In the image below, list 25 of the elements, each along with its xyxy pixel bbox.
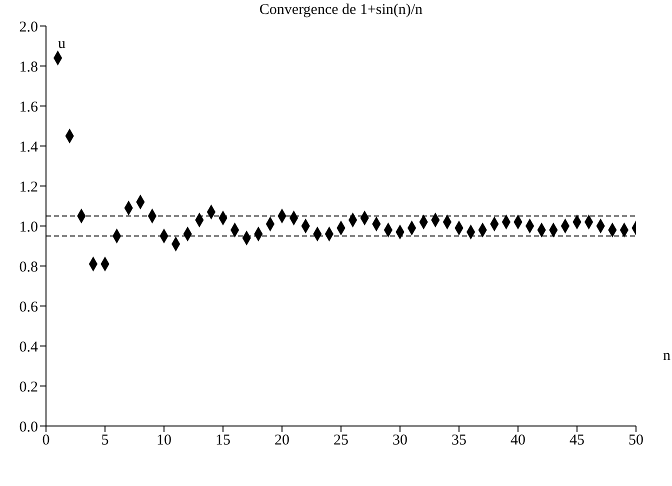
x-axis-title: n <box>663 348 670 365</box>
x-tick-label: 15 <box>216 432 230 449</box>
y-tick-label: 0.0 <box>19 419 38 436</box>
x-tick-label: 35 <box>452 432 466 449</box>
y-tick-label: 0.4 <box>19 339 38 356</box>
y-tick-label: 1.0 <box>19 219 38 236</box>
x-tick-label: 20 <box>274 432 290 449</box>
y-tick-label: 0.8 <box>19 259 38 276</box>
x-tick-label: 45 <box>570 432 584 449</box>
y-tick-label: 1.6 <box>19 99 38 116</box>
x-tick-label: 40 <box>510 432 526 449</box>
x-tick-label: 50 <box>628 432 644 449</box>
x-tick-label: 0 <box>42 432 50 449</box>
x-tick-label: 5 <box>101 432 109 449</box>
y-tick-label: 2.0 <box>19 19 38 36</box>
x-tick-label: 30 <box>392 432 408 449</box>
y-tick-label: 0.2 <box>19 379 38 396</box>
y-tick-label: 1.4 <box>19 139 38 156</box>
y-tick-label: 1.2 <box>19 179 38 196</box>
chart-title: Convergence de 1+sin(n)/n <box>258 2 424 19</box>
y-axis-title: u <box>58 36 66 53</box>
y-tick-label: 0.6 <box>19 299 38 316</box>
y-tick-label: 1.8 <box>19 59 38 76</box>
x-tick-label: 10 <box>156 432 172 449</box>
x-tick-label: 25 <box>334 432 348 449</box>
